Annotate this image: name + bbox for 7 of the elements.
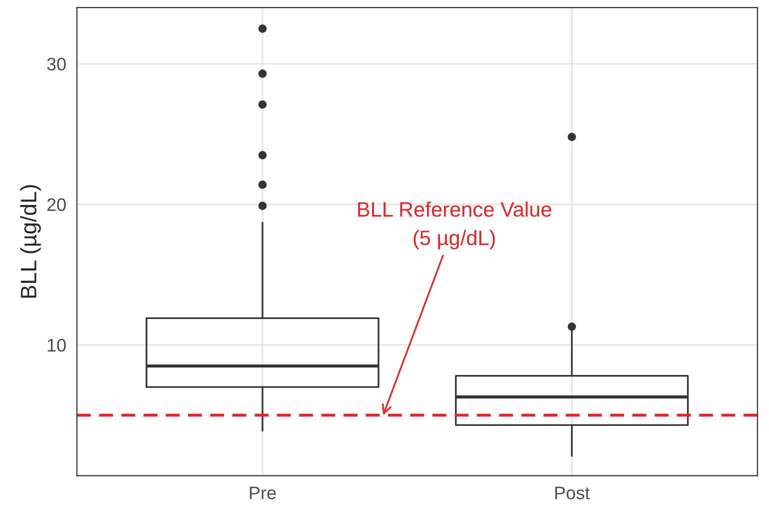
x-tick-label: Post — [555, 486, 590, 500]
y-tick-label: 30 — [47, 58, 66, 71]
ref-line-label: BLL Reference Value (5 µg/dL) — [358, 202, 552, 250]
y-axis-title: BLL (µg/dL) — [20, 185, 41, 298]
y-tick-label: 10 — [48, 338, 66, 352]
x-tick-label: Pre — [250, 486, 276, 500]
y-tick-label: 20 — [47, 198, 66, 212]
